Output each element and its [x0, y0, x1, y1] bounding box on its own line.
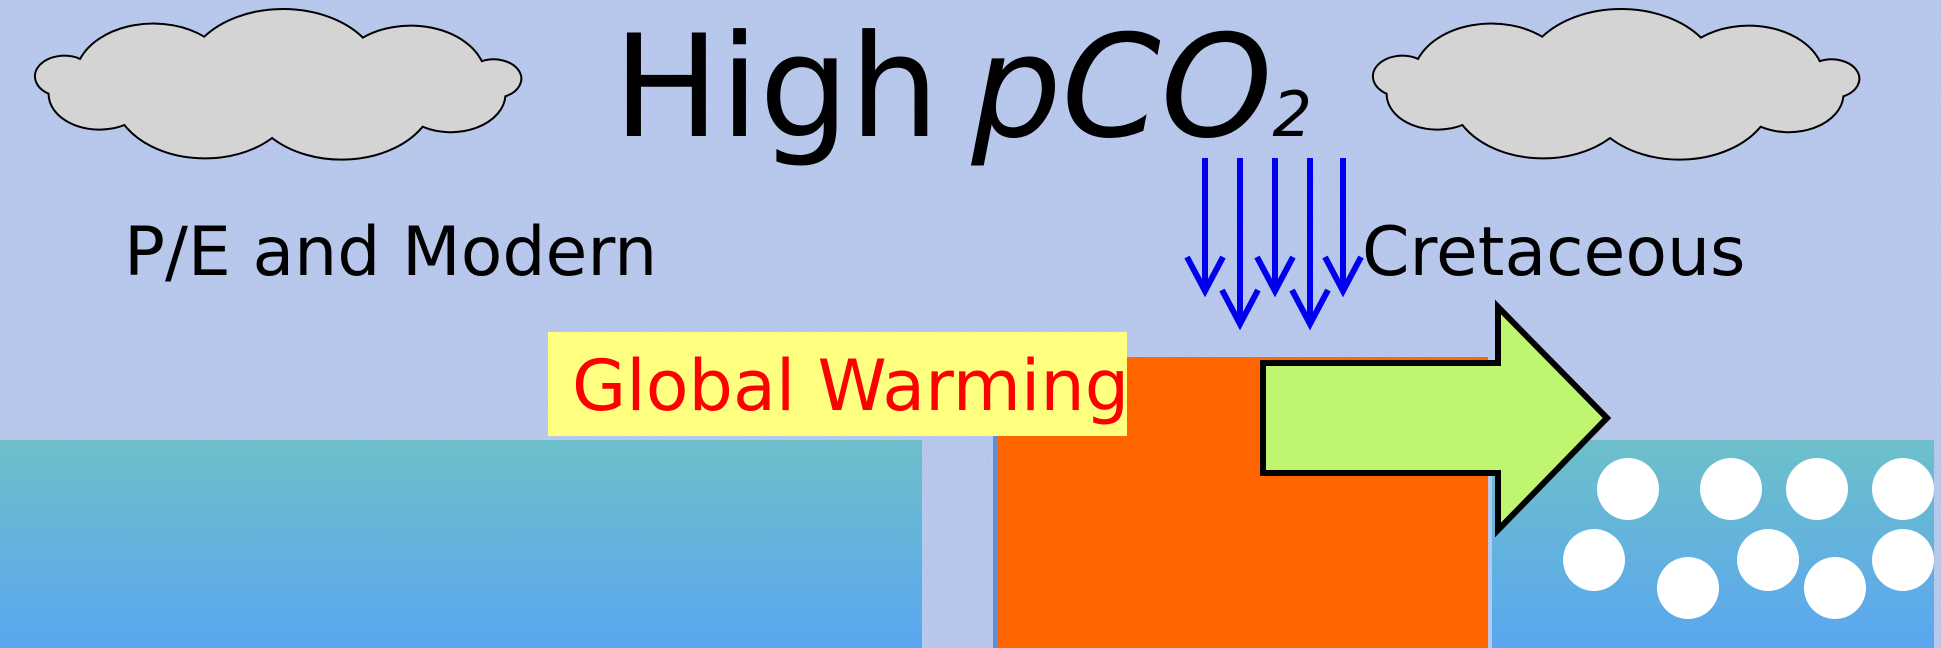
title-main: High [613, 5, 939, 170]
bubble [1737, 529, 1799, 591]
orange-block-edge [993, 357, 997, 648]
green-arrow [1260, 299, 1612, 538]
warming-label: Global Warming [572, 345, 1129, 427]
title-subscript: 2 [1272, 78, 1311, 151]
co2-arrow-head [1289, 288, 1331, 331]
co2-arrow-head [1184, 255, 1226, 298]
co2-arrow-head [1219, 288, 1261, 331]
bubbles [1563, 458, 1934, 619]
left-ocean [0, 440, 922, 648]
bubble [1786, 458, 1848, 520]
left-label: P/E and Modern [124, 213, 657, 292]
bubble [1872, 458, 1934, 520]
title-formula: pCO [970, 5, 1272, 170]
bubble [1700, 458, 1762, 520]
right-label: Cretaceous [1362, 213, 1745, 292]
bubble [1804, 557, 1866, 619]
co2-arrow-head [1322, 255, 1364, 298]
bubble [1872, 529, 1934, 591]
bubble [1563, 529, 1625, 591]
bubble [1597, 458, 1659, 520]
warming-box [548, 332, 1127, 436]
co2-arrow-head [1254, 255, 1296, 298]
cloud [33, 8, 523, 161]
co2-arrows [1184, 158, 1364, 331]
title: High pCO2 [613, 5, 1312, 170]
cloud [1371, 8, 1861, 161]
clouds [33, 8, 1861, 161]
bubble [1657, 557, 1719, 619]
